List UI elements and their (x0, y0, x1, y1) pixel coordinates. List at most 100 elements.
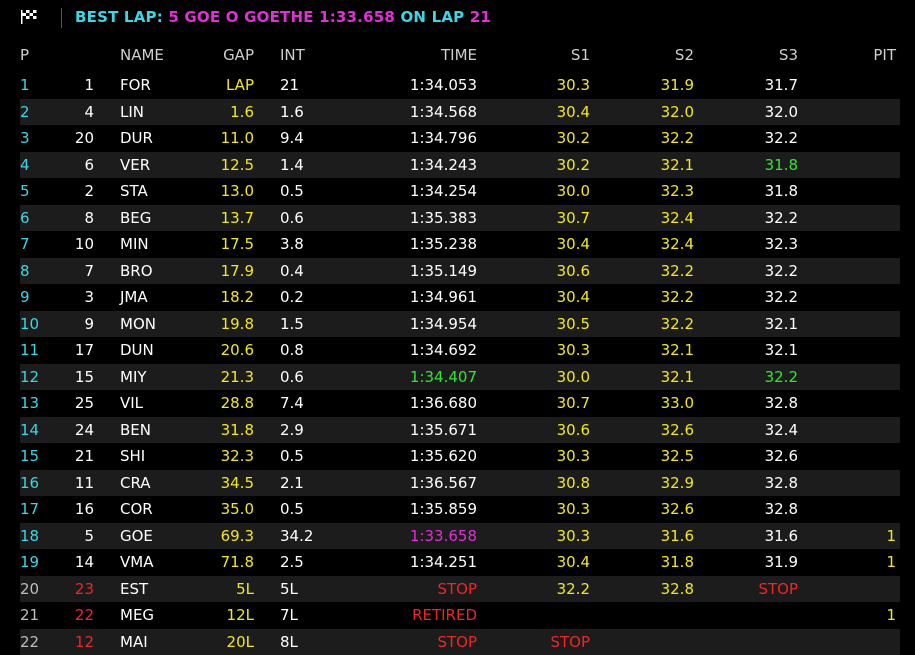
lap-time-cell: 1:35.620 (409, 447, 477, 465)
sector2-cell: 32.5 (660, 447, 694, 465)
driver-name-cell: FOR (120, 76, 151, 94)
pit-count-cell: 1 (886, 606, 896, 624)
lap-time-cell: 1:36.680 (409, 394, 477, 412)
sector3-cell: 32.4 (764, 420, 798, 439)
driver-name-cell: SHI (120, 447, 146, 465)
position-cell: 8 (20, 261, 30, 280)
lap-time-cell: 1:34.568 (409, 102, 477, 121)
table-row: 4 6 VER 12.5 1.4 1:34.243 30.2 32.1 31.8 (20, 151, 900, 178)
lap-time-cell: 1:35.671 (409, 420, 477, 439)
sector1-cell: 30.7 (556, 208, 590, 227)
sector3-cell: 31.9 (764, 553, 798, 571)
sector1-cell: 30.7 (556, 394, 590, 412)
col-position: P (20, 46, 30, 64)
sector1-cell: 30.2 (556, 129, 590, 147)
table-row: 17 16 COR 35.0 0.5 1:35.859 30.3 32.6 32.8 (20, 496, 900, 523)
car-number-cell: 8 (84, 208, 94, 227)
driver-name-cell: STA (120, 182, 148, 200)
col-time: TIME (440, 46, 477, 64)
interval-cell: 21 (280, 76, 300, 94)
table-row: 22 12 MAI 20L 8L STOP STOP (20, 628, 900, 655)
car-number-cell: 20 (74, 129, 94, 147)
lap-time-cell: 1:35.238 (409, 235, 477, 253)
checkered-flag-icon (21, 10, 37, 24)
interval-cell: 0.4 (280, 261, 304, 280)
gap-cell: 18.2 (220, 288, 254, 306)
position-cell: 3 (20, 129, 30, 147)
sector3-cell: 32.2 (764, 288, 798, 306)
table-row: 5 2 STA 13.0 0.5 1:34.254 30.0 32.3 31.8 (20, 178, 900, 205)
position-cell: 19 (20, 553, 40, 571)
lap-time-cell: 1:35.383 (409, 208, 477, 227)
sector1-cell: 30.4 (556, 235, 590, 253)
sector1-cell: 30.3 (556, 526, 590, 545)
car-number-cell: 9 (84, 314, 94, 333)
driver-name-cell: BEG (120, 208, 152, 227)
col-gap: GAP (223, 46, 254, 64)
car-number-cell: 3 (84, 288, 94, 306)
gap-cell: 5L (236, 579, 254, 598)
table-row: 11 17 DUN 20.6 0.8 1:34.692 30.3 32.1 32.1 (20, 337, 900, 364)
table-row: 19 14 VMA 71.8 2.5 1:34.251 30.4 31.8 31.9 1 (20, 549, 900, 576)
gap-cell: 17.5 (220, 235, 254, 253)
gap-cell: 28.8 (220, 394, 254, 412)
position-cell: 15 (20, 447, 40, 465)
sector1-cell: 30.4 (556, 553, 590, 571)
lap-time-cell: 1:34.954 (409, 314, 477, 333)
sector1-cell: 30.4 (556, 102, 590, 121)
sector3-cell: 32.2 (764, 208, 798, 227)
sector1-cell: STOP (550, 632, 590, 651)
position-cell: 20 (20, 579, 40, 598)
car-number-cell: 1 (84, 76, 94, 94)
lap-time-cell: 1:35.149 (409, 261, 477, 280)
lap-time-cell: 1:34.243 (409, 155, 477, 174)
pit-count-cell: 1 (886, 526, 896, 545)
table-row: 3 20 DUR 11.0 9.4 1:34.796 30.2 32.2 32.2 (20, 125, 900, 152)
lap-time-cell: 1:34.796 (409, 129, 477, 147)
sector1-cell: 30.6 (556, 420, 590, 439)
sector1-cell: 30.8 (556, 473, 590, 492)
interval-cell: 5L (280, 579, 298, 598)
gap-cell: 32.3 (220, 447, 254, 465)
position-cell: 4 (20, 155, 30, 174)
car-number-cell: 14 (74, 553, 94, 571)
sector2-cell: 32.1 (660, 367, 694, 386)
position-cell: 6 (20, 208, 30, 227)
gap-cell: 12.5 (220, 155, 254, 174)
position-cell: 17 (20, 500, 40, 518)
sector3-cell: 32.1 (764, 341, 798, 359)
sector2-cell: 32.4 (660, 208, 694, 227)
lap-time-cell: 1:34.961 (409, 288, 477, 306)
interval-cell: 34.2 (280, 526, 314, 545)
position-cell: 13 (20, 394, 40, 412)
table-row: 16 11 CRA 34.5 2.1 1:36.567 30.8 32.9 32.8 (20, 469, 900, 496)
position-cell: 14 (20, 420, 40, 439)
interval-cell: 0.2 (280, 288, 304, 306)
interval-cell: 7.4 (280, 394, 304, 412)
gap-cell: 17.9 (220, 261, 254, 280)
position-cell: 21 (20, 606, 40, 624)
car-number-cell: 10 (74, 235, 94, 253)
col-sector1: S1 (570, 46, 590, 64)
interval-cell: 0.6 (280, 367, 304, 386)
table-row: 20 23 EST 5L 5L STOP 32.2 32.8 STOP (20, 575, 900, 602)
sector2-cell: 31.8 (660, 553, 694, 571)
car-number-cell: 12 (74, 632, 94, 651)
pit-count-cell: 1 (886, 553, 896, 571)
gap-cell: 31.8 (220, 420, 254, 439)
sector1-cell: 30.3 (556, 341, 590, 359)
position-cell: 16 (20, 473, 40, 492)
sector3-cell: 32.1 (764, 314, 798, 333)
table-row: 21 22 MEG 12L 7L RETIRED 1 (20, 602, 900, 629)
sector2-cell: 31.9 (660, 76, 694, 94)
interval-cell: 1.6 (280, 102, 304, 121)
sector2-cell: 32.1 (660, 341, 694, 359)
gap-cell: 69.3 (220, 526, 254, 545)
position-cell: 2 (20, 102, 30, 121)
best-lap-driver: 5 GOE O GOETHE 1:33.658 (168, 8, 395, 26)
table-row: 18 5 GOE 69.3 34.2 1:33.658 30.3 31.6 31.6 1 (20, 522, 900, 549)
driver-name-cell: CRA (120, 473, 151, 492)
sector2-cell: 32.6 (660, 500, 694, 518)
table-row: 14 24 BEN 31.8 2.9 1:35.671 30.6 32.6 32.4 (20, 416, 900, 443)
sector2-cell: 32.1 (660, 155, 694, 174)
